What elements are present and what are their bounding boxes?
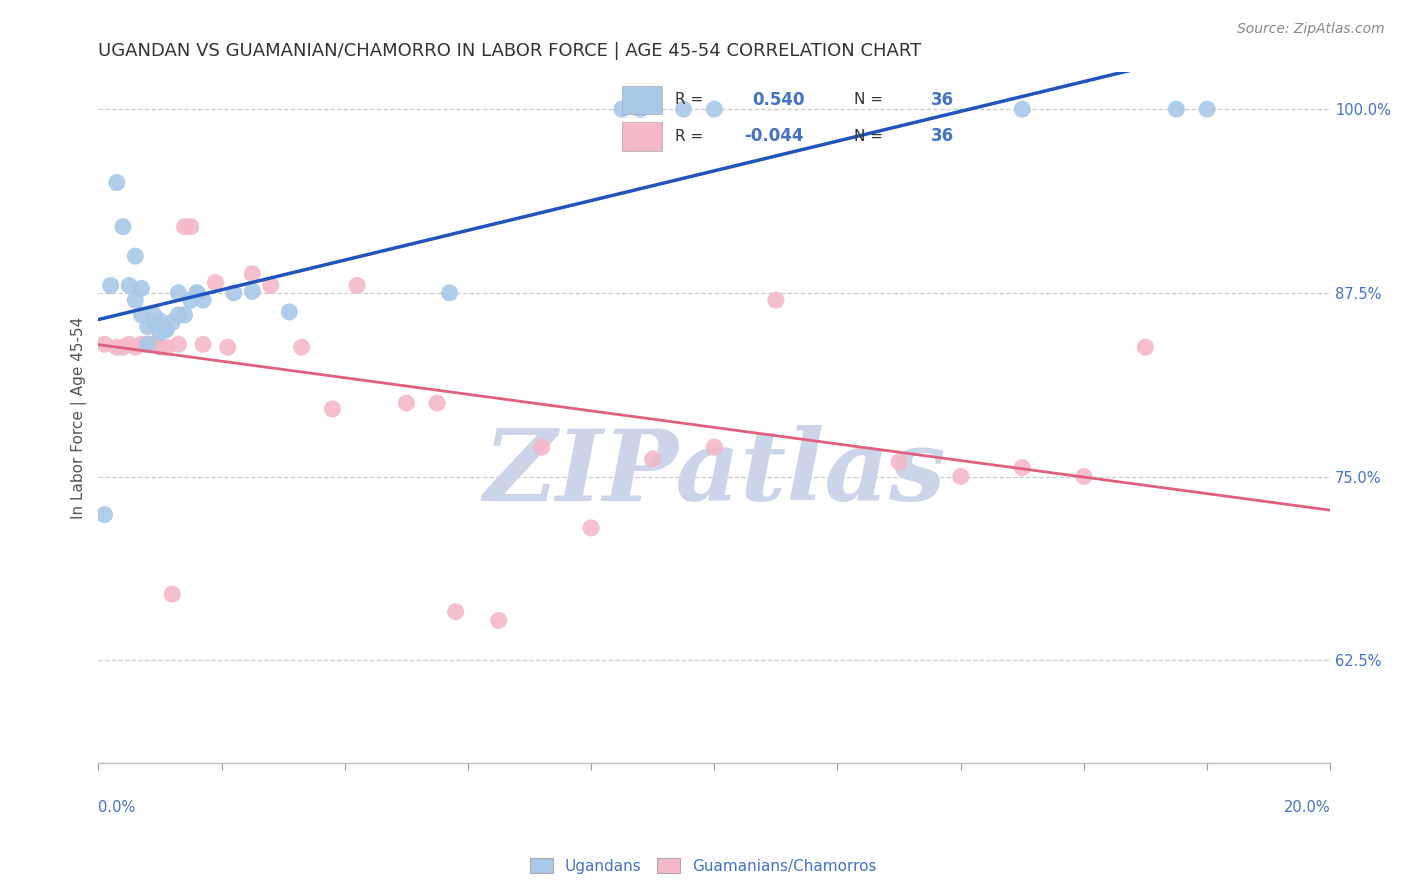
Text: ZIPatlas: ZIPatlas — [484, 425, 945, 521]
Point — [142, 337, 165, 351]
Point — [191, 293, 214, 308]
Point — [173, 219, 195, 234]
Point — [162, 315, 184, 329]
Point — [204, 276, 226, 290]
Point — [321, 401, 343, 416]
Point — [173, 308, 195, 322]
Point — [217, 340, 239, 354]
Point — [765, 293, 787, 308]
Point — [291, 340, 314, 354]
Point — [186, 285, 208, 300]
Point — [703, 440, 725, 454]
Text: Source: ZipAtlas.com: Source: ZipAtlas.com — [1237, 22, 1385, 37]
Point — [136, 337, 159, 351]
Point — [131, 337, 153, 351]
Point — [105, 176, 128, 190]
Point — [149, 326, 172, 340]
Point — [155, 322, 177, 336]
Point — [444, 605, 467, 619]
Point — [1197, 102, 1219, 116]
Point — [579, 521, 602, 535]
Point — [136, 319, 159, 334]
Point — [118, 337, 141, 351]
Point — [180, 293, 202, 308]
Text: UGANDAN VS GUAMANIAN/CHAMORRO IN LABOR FORCE | AGE 45-54 CORRELATION CHART: UGANDAN VS GUAMANIAN/CHAMORRO IN LABOR F… — [98, 42, 921, 60]
Point — [1073, 469, 1095, 483]
Point — [111, 340, 134, 354]
Point — [167, 337, 190, 351]
Point — [100, 278, 122, 293]
Legend: Ugandans, Guamanians/Chamorros: Ugandans, Guamanians/Chamorros — [523, 852, 883, 880]
Point — [1011, 102, 1033, 116]
Point — [124, 340, 146, 354]
Point — [191, 337, 214, 351]
Point — [887, 455, 910, 469]
Point — [628, 102, 651, 116]
Point — [1011, 460, 1033, 475]
Point — [167, 285, 190, 300]
Point — [530, 440, 553, 454]
Point — [703, 102, 725, 116]
Text: 20.0%: 20.0% — [1284, 800, 1330, 814]
Point — [149, 340, 172, 354]
Point — [1135, 340, 1157, 354]
Point — [949, 469, 972, 483]
Point — [180, 219, 202, 234]
Point — [240, 285, 263, 299]
Point — [346, 278, 368, 293]
Point — [610, 102, 633, 116]
Point — [93, 337, 115, 351]
Point — [395, 396, 418, 410]
Point — [222, 285, 245, 300]
Point — [111, 219, 134, 234]
Point — [131, 281, 153, 295]
Point — [155, 322, 177, 336]
Point — [124, 249, 146, 263]
Point — [149, 314, 172, 328]
Point — [426, 396, 449, 410]
Y-axis label: In Labor Force | Age 45-54: In Labor Force | Age 45-54 — [72, 317, 87, 519]
Point — [641, 451, 664, 466]
Text: 0.0%: 0.0% — [98, 800, 135, 814]
Point — [93, 508, 115, 522]
Point — [142, 308, 165, 322]
Point — [118, 278, 141, 293]
Point — [162, 587, 184, 601]
Point — [278, 305, 301, 319]
Point — [131, 308, 153, 322]
Point — [672, 102, 695, 116]
Point — [1166, 102, 1188, 116]
Point — [167, 308, 190, 322]
Point — [136, 337, 159, 351]
Point — [439, 285, 461, 300]
Point — [260, 278, 283, 293]
Point — [240, 267, 263, 281]
Point — [155, 340, 177, 354]
Point — [488, 614, 510, 628]
Point — [105, 340, 128, 354]
Point — [124, 293, 146, 308]
Point — [142, 315, 165, 329]
Point — [186, 285, 208, 300]
